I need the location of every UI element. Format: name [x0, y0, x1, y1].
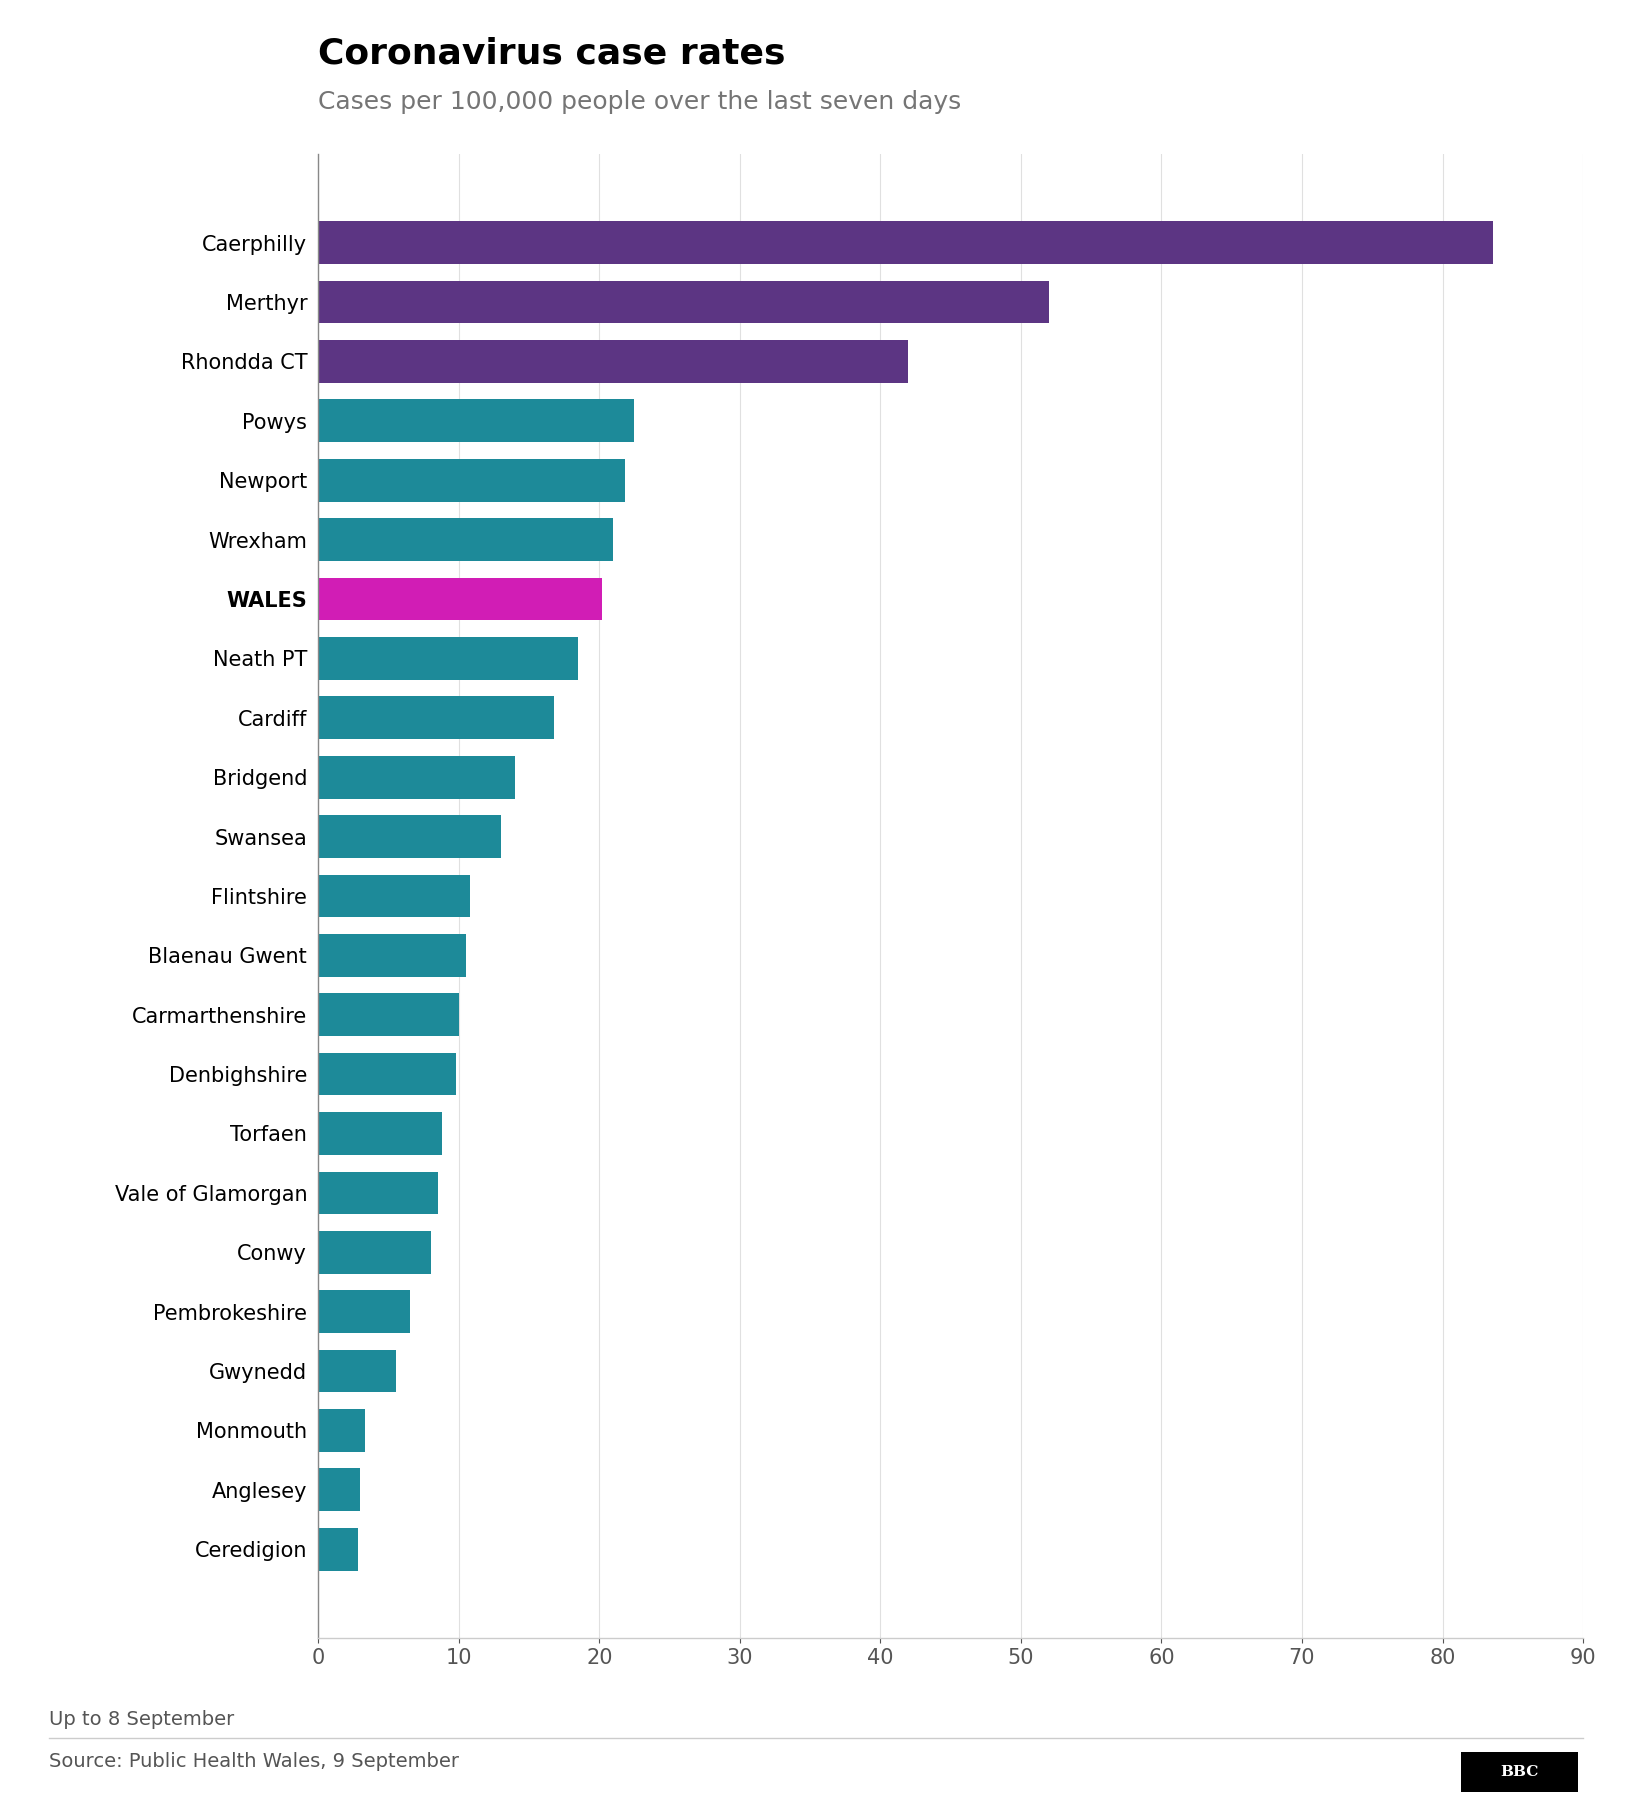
- Bar: [318, 518, 614, 561]
- Bar: [318, 577, 602, 621]
- Bar: [318, 1111, 442, 1155]
- Bar: [318, 1528, 357, 1571]
- Bar: [318, 1468, 361, 1511]
- Text: Coronavirus case rates: Coronavirus case rates: [318, 36, 785, 71]
- Bar: [318, 994, 459, 1035]
- Bar: [318, 221, 1493, 264]
- Bar: [318, 757, 516, 798]
- Bar: [318, 400, 635, 442]
- Bar: [318, 1350, 395, 1392]
- Bar: [318, 934, 465, 977]
- Bar: [318, 281, 1049, 324]
- Bar: [318, 1291, 410, 1332]
- Text: Source: Public Health Wales, 9 September: Source: Public Health Wales, 9 September: [49, 1752, 459, 1770]
- Bar: [318, 1053, 455, 1095]
- Bar: [318, 874, 470, 918]
- Text: Up to 8 September: Up to 8 September: [49, 1710, 235, 1729]
- Bar: [318, 697, 555, 738]
- Bar: [318, 1231, 431, 1274]
- Bar: [318, 637, 578, 681]
- Text: Cases per 100,000 people over the last seven days: Cases per 100,000 people over the last s…: [318, 90, 961, 114]
- Bar: [318, 1171, 437, 1215]
- Text: BBC: BBC: [1500, 1765, 1539, 1779]
- Bar: [318, 460, 625, 501]
- Bar: [318, 340, 909, 384]
- Bar: [318, 814, 501, 858]
- Bar: [318, 1408, 364, 1452]
